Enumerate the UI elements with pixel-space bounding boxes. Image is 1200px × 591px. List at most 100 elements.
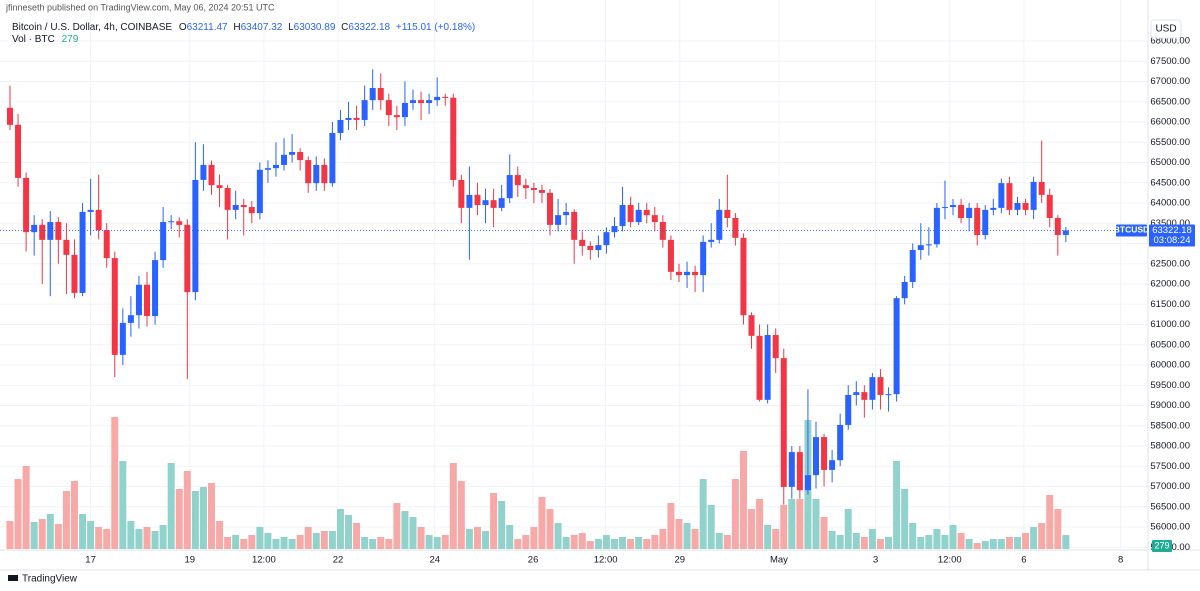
volume-bar	[675, 519, 683, 549]
candle-body	[426, 100, 433, 103]
x-tick-label: 12:00	[252, 555, 276, 566]
candle-body	[47, 222, 54, 240]
candle-body	[1038, 181, 1045, 195]
brand-logo	[8, 575, 18, 581]
volume-bar	[14, 479, 22, 549]
brand: TradingView	[22, 574, 78, 585]
volume-bar	[925, 535, 933, 549]
volume-bar	[457, 481, 465, 549]
candle-body	[925, 244, 932, 246]
candle-body	[401, 102, 408, 118]
volume-bar	[691, 529, 699, 549]
volume-bar	[554, 523, 562, 549]
volume-bar	[207, 483, 215, 549]
candle-body	[514, 175, 521, 186]
candle-body	[708, 239, 715, 242]
candle-body	[651, 215, 658, 223]
candle-body	[39, 224, 46, 240]
candle-body	[740, 237, 747, 316]
volume-bar	[199, 487, 207, 549]
candle-body	[119, 322, 126, 355]
volume-bar	[796, 499, 804, 549]
candle-body	[385, 100, 392, 116]
open-label: O	[179, 22, 187, 33]
candle-body	[418, 100, 425, 103]
ticker: BTCUSD	[1114, 225, 1149, 235]
candle-body	[950, 205, 957, 208]
volume-bar	[103, 529, 111, 549]
volume-bar	[578, 533, 586, 549]
candle-body	[917, 245, 924, 250]
candle-body	[498, 198, 505, 208]
candle-body	[869, 377, 876, 400]
volume-bar	[38, 519, 46, 549]
volume-bar	[538, 497, 546, 549]
candle-body	[780, 358, 787, 487]
y-tick-label: 59500.00	[1150, 380, 1190, 391]
candle-body	[232, 205, 239, 210]
candle-body	[208, 164, 215, 186]
volume-bar	[361, 537, 369, 549]
price-box	[1149, 224, 1195, 247]
candle-body	[63, 239, 70, 255]
volume-bar	[46, 514, 54, 549]
candle-body	[152, 260, 159, 316]
high-value: 63407.32	[241, 22, 283, 33]
y-tick-label: 60500.00	[1150, 339, 1190, 350]
volume-bar	[522, 535, 530, 549]
candle-body	[111, 258, 118, 355]
candle-body	[700, 241, 707, 276]
candle-body	[829, 460, 836, 470]
volume-bar	[1022, 533, 1030, 549]
open-value: 63211.47	[187, 22, 228, 33]
volume-bar	[22, 466, 30, 549]
candle-body	[216, 185, 223, 189]
candle-body	[724, 209, 731, 218]
candle-body	[192, 179, 199, 293]
close-label: C	[341, 22, 348, 33]
change: +115.01 (+0.18%)	[396, 22, 475, 33]
volume-bar	[304, 527, 312, 549]
candle-body	[240, 205, 247, 208]
candle-body	[321, 164, 328, 184]
volume-bar	[95, 527, 103, 549]
volume-bar	[449, 463, 457, 549]
currency-box[interactable]	[1150, 19, 1182, 39]
volume-bar	[70, 481, 78, 549]
candle-body	[659, 222, 666, 240]
candle-body	[555, 215, 562, 225]
candle-body	[547, 192, 554, 225]
y-tick-label: 67500.00	[1150, 56, 1190, 67]
volume-bar	[530, 527, 538, 549]
candle-body	[901, 281, 908, 299]
volume-bar	[248, 535, 256, 549]
footer: TradingView	[8, 574, 78, 585]
y-tick-label: 65500.00	[1150, 137, 1190, 148]
volume-bar	[280, 537, 288, 549]
y-tick-label: 63500.00	[1150, 218, 1190, 229]
close-value: 63322.18	[348, 22, 390, 33]
candle-body	[144, 284, 151, 316]
y-tick-label: 60000.00	[1150, 360, 1190, 371]
volume-bar	[482, 531, 490, 549]
candle-body	[933, 207, 940, 245]
volume-bar	[1054, 509, 1062, 549]
currency[interactable]: USD	[1155, 24, 1176, 35]
candle-body	[909, 249, 916, 282]
candle-body	[281, 154, 288, 165]
volume-bar	[1013, 537, 1021, 549]
volume-bar	[602, 535, 610, 549]
volume-bar	[498, 501, 506, 549]
candle-body	[764, 335, 771, 400]
publisher: jfinneseth published on TradingView.com,…	[5, 2, 275, 12]
y-tick-label: 62000.00	[1150, 279, 1190, 290]
candle-body	[595, 245, 602, 250]
volume-bar	[119, 461, 127, 549]
volume-bar	[868, 529, 876, 549]
y-tick-label: 64500.00	[1150, 177, 1190, 188]
volume-value: 279	[62, 34, 79, 45]
volume-bar	[876, 539, 884, 549]
candle-body	[200, 164, 207, 180]
x-tick-label: 26	[528, 555, 539, 566]
candle-body	[442, 96, 449, 98]
